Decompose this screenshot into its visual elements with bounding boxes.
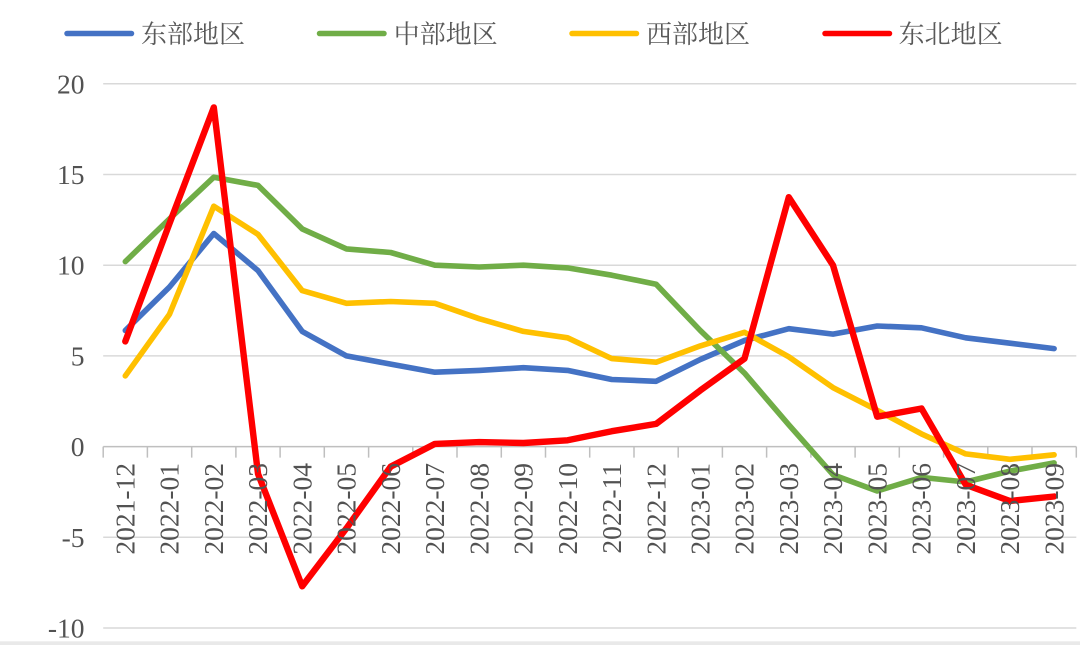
svg-text:2022-10: 2022-10 <box>552 463 583 555</box>
svg-text:15: 15 <box>57 159 85 190</box>
svg-text:2022-12: 2022-12 <box>640 463 671 555</box>
svg-text:2022-08: 2022-08 <box>463 463 494 555</box>
svg-text:-10: -10 <box>48 613 85 644</box>
svg-text:2022-04: 2022-04 <box>286 463 317 555</box>
svg-text:2023-06: 2023-06 <box>906 463 937 555</box>
svg-text:-5: -5 <box>62 522 85 553</box>
svg-text:2022-06: 2022-06 <box>375 463 406 555</box>
svg-text:2022-03: 2022-03 <box>242 463 273 555</box>
svg-text:0: 0 <box>71 431 85 462</box>
svg-text:2023-09: 2023-09 <box>1038 463 1069 555</box>
svg-text:2022-05: 2022-05 <box>331 463 362 555</box>
svg-text:2022-01: 2022-01 <box>154 463 185 555</box>
svg-text:2023-02: 2023-02 <box>729 463 760 555</box>
svg-text:10: 10 <box>57 250 85 281</box>
svg-text:2023-05: 2023-05 <box>861 463 892 555</box>
svg-text:2023-01: 2023-01 <box>685 463 716 555</box>
svg-text:2023-04: 2023-04 <box>817 463 848 555</box>
svg-text:2023-03: 2023-03 <box>773 463 804 555</box>
svg-text:2022-02: 2022-02 <box>198 463 229 555</box>
svg-text:2023-07: 2023-07 <box>950 463 981 555</box>
svg-text:5: 5 <box>71 340 85 371</box>
svg-text:2022-07: 2022-07 <box>419 463 450 555</box>
svg-text:2023-08: 2023-08 <box>994 463 1025 555</box>
svg-text:20: 20 <box>57 68 85 99</box>
svg-text:2022-09: 2022-09 <box>508 463 539 555</box>
svg-text:2021-12: 2021-12 <box>110 463 141 555</box>
svg-text:2022-11: 2022-11 <box>596 463 627 554</box>
